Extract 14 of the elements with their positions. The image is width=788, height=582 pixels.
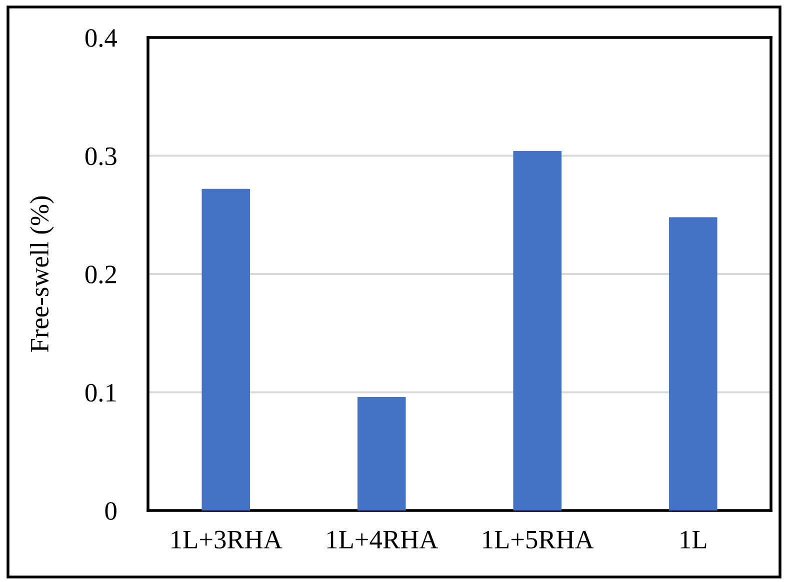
bar <box>668 217 718 510</box>
y-tick-label: 0.1 <box>85 384 116 402</box>
x-tick-label: 1L+4RHA <box>327 530 438 548</box>
y-tick-label: 0.2 <box>85 266 116 284</box>
x-tick-label: 1L+5RHA <box>483 530 594 549</box>
y-tick-label: 0.3 <box>85 147 116 166</box>
bar <box>202 188 250 510</box>
bar <box>513 151 562 510</box>
y-tick-label: 0.4 <box>85 29 118 48</box>
y-axis-title: Free-swell (%) <box>30 196 54 352</box>
x-tick-label: 1L <box>680 530 706 548</box>
y-tick-label: 0 <box>105 502 116 520</box>
x-tick-label: 1L+3RHA <box>172 530 282 549</box>
bar <box>357 396 406 510</box>
